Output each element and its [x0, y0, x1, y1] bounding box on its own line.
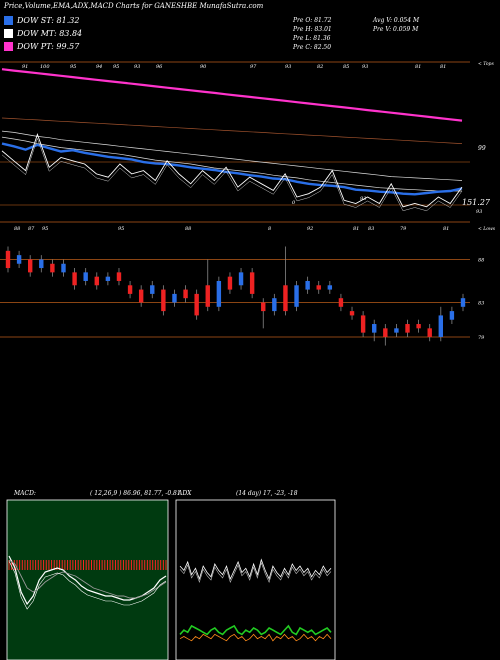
candle-tick-label: 87 — [28, 226, 35, 232]
top-tick-label: 95 — [113, 64, 119, 70]
line-brown — [2, 118, 462, 144]
top-tick-label: 91 — [22, 64, 28, 70]
top-tick-label: 97 — [250, 64, 257, 70]
candle-tick-label: 92 — [307, 226, 313, 232]
candle-body — [283, 285, 287, 311]
top-tick-label: 81 — [415, 64, 421, 70]
top-tick-label: 90 — [200, 64, 207, 70]
candle-body — [261, 303, 265, 312]
candle-body — [61, 264, 65, 273]
candle-body — [239, 272, 243, 285]
candle-body — [83, 272, 87, 281]
candle-body — [350, 311, 354, 315]
inner-label-93: 93 — [360, 196, 366, 202]
candle-body — [361, 315, 365, 332]
candle-body — [383, 328, 387, 337]
candle-tick-label: 88 — [185, 226, 191, 232]
candle-body — [439, 315, 443, 337]
candle-body — [450, 311, 454, 320]
top-tick-label: 81 — [440, 64, 446, 70]
candle-tick-label: 95 — [118, 226, 124, 232]
candle-body — [95, 277, 99, 286]
macd-label: MACD: — [14, 490, 36, 497]
candle-tick-label: 81 — [353, 226, 359, 232]
top-tick-label: 94 — [96, 64, 102, 70]
right-label-99: 99 — [478, 145, 486, 152]
candle-body — [428, 328, 432, 337]
top-tick-label: 93 — [134, 64, 140, 70]
candle-body — [294, 285, 298, 307]
candle-body — [50, 264, 54, 273]
candle-body — [72, 272, 76, 285]
candle-tick-label: 81 — [443, 226, 449, 232]
candle-body — [183, 290, 187, 299]
candle-body — [206, 285, 210, 307]
candle-body — [194, 294, 198, 316]
adx-label: ADX — [178, 490, 191, 497]
macd-panel — [7, 500, 168, 660]
candle-body — [394, 328, 398, 332]
candle-body — [328, 285, 332, 289]
top-tick-label: 93 — [285, 64, 291, 70]
candle-body — [17, 255, 21, 264]
candle-body — [339, 298, 343, 307]
candle-body — [117, 272, 121, 281]
top-axis-label: < Tops — [478, 61, 494, 67]
right-label-last: 151.27 — [462, 198, 491, 207]
top-tick-label: 95 — [70, 64, 76, 70]
right-label-93: 93 — [476, 209, 482, 215]
top-tick-label: 100 — [40, 64, 50, 70]
candle-body — [416, 324, 420, 328]
macd-params: ( 12,26,9 ) 86.96, 81.77, -0.81 — [90, 490, 181, 497]
candle-tick-label: 83 — [368, 226, 374, 232]
line-price — [2, 134, 462, 206]
candle-right-label: 88 — [478, 257, 484, 263]
candle-right-label: 79 — [478, 335, 485, 341]
candle-body — [128, 285, 132, 294]
candle-body — [217, 281, 221, 307]
candle-body — [150, 285, 154, 294]
candle-body — [172, 294, 176, 303]
candle-body — [250, 272, 254, 294]
candle-body — [6, 251, 10, 268]
top-tick-label: 85 — [343, 64, 349, 70]
candle-body — [139, 290, 143, 303]
top-tick-label: 93 — [362, 64, 368, 70]
candle-right-label: 83 — [478, 301, 484, 307]
candle-body — [106, 277, 110, 281]
candle-body — [161, 290, 165, 312]
candle-body — [405, 324, 409, 333]
top-tick-label: 96 — [156, 64, 163, 70]
candle-tick-label: 8 — [268, 226, 271, 232]
candle-body — [305, 281, 309, 290]
candle-body — [28, 259, 32, 272]
top-tick-label: 82 — [317, 64, 323, 70]
candle-tick-label: 95 — [42, 226, 48, 232]
candle-body — [461, 298, 465, 307]
candle-body — [317, 285, 321, 289]
candle-body — [272, 298, 276, 311]
adx-params: (14 day) 17, -23, -18 — [236, 490, 298, 497]
candle-body — [228, 277, 232, 290]
candle-tick-label: 79 — [400, 226, 407, 232]
candle-body — [39, 259, 43, 268]
candle-axis-label: < Lows — [478, 226, 496, 232]
candle-tick-label: 88 — [14, 226, 20, 232]
candle-body — [372, 324, 376, 333]
line-pt — [2, 69, 462, 120]
